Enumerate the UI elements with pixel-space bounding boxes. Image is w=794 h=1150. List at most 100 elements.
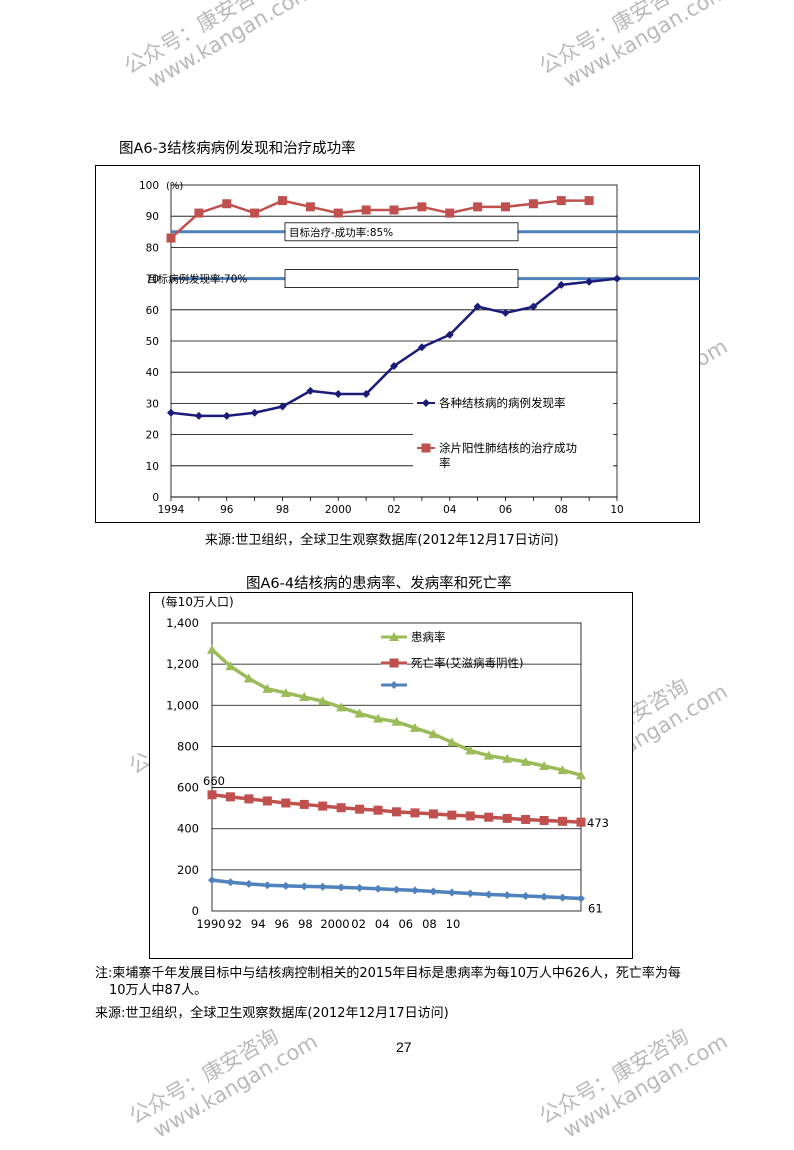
chart1-y-tick-label: 30 bbox=[146, 398, 159, 410]
watermark: 公众号：康安咨询 www.kangan.com bbox=[120, 0, 317, 100]
chart1-data-point bbox=[250, 408, 259, 417]
chart1-data-point bbox=[250, 208, 260, 218]
chart2-data-label: 473 bbox=[587, 816, 609, 830]
chart2-data-point bbox=[355, 883, 364, 892]
chart2-x-tick-label: 92 bbox=[227, 917, 242, 931]
chart1-y-tick-label: 80 bbox=[146, 242, 159, 254]
chart2-data-point bbox=[373, 805, 383, 815]
chart2-data-point bbox=[280, 687, 291, 697]
chart1-y-tick-label: 40 bbox=[146, 367, 159, 379]
chart2-note-line1: 注:柬埔寨千年发展目标中与结核病控制相关的2015年目标是患病率为每10万人中6… bbox=[95, 966, 681, 981]
chart2-data-point bbox=[466, 889, 475, 898]
chart1-legend-marker bbox=[421, 443, 431, 453]
chart2-data-point bbox=[521, 814, 531, 824]
chart2-data-point bbox=[503, 891, 512, 900]
chart1-data-point bbox=[501, 202, 510, 212]
chart1-y-tick-label: 100 bbox=[139, 180, 159, 192]
chart2-y-tick-label: 1,200 bbox=[166, 657, 199, 671]
chart2-data-point bbox=[502, 813, 512, 823]
chart2-data-point bbox=[447, 810, 457, 820]
chart2-source: 来源:世卫组织，全球卫生观察数据库(2012年12月17日访问) bbox=[95, 1006, 449, 1021]
chart2-data-point bbox=[428, 729, 439, 739]
chart2-x-tick-label: 02 bbox=[351, 917, 366, 931]
chart2-data-point bbox=[225, 661, 236, 671]
chart1-y-tick-label: 0 bbox=[152, 492, 159, 504]
chart1-legend-label: 各种结核病的病例发现率 bbox=[439, 396, 566, 410]
chart1-x-tick-label: 1994 bbox=[158, 504, 185, 516]
watermark: 公众号：康安咨询 www.kangan.com bbox=[125, 1008, 322, 1149]
chart2-data-point bbox=[262, 796, 272, 806]
chart1-data-point bbox=[305, 202, 315, 212]
chart1-y-tick-label: 90 bbox=[146, 211, 159, 223]
chart2-data-point bbox=[354, 708, 365, 718]
chart2-data-point bbox=[318, 882, 327, 891]
chart1-data-point bbox=[194, 208, 204, 218]
chart2-data-point bbox=[337, 883, 346, 892]
chart1-data-point bbox=[334, 390, 343, 399]
chart2-data-point bbox=[243, 673, 254, 683]
watermark: 公众号：康安咨询 www.kangan.com bbox=[535, 0, 732, 100]
chart1-target-label: 目标病例发现率:70% bbox=[147, 273, 247, 286]
chart2-x-tick-label: 04 bbox=[375, 917, 390, 931]
chart1-x-tick-label: 98 bbox=[276, 504, 289, 516]
chart1-y-axis-title: (%) bbox=[166, 181, 183, 192]
chart1-legend-marker bbox=[422, 399, 430, 407]
chart2-x-tick-label: 94 bbox=[251, 917, 266, 931]
chart1-data-point bbox=[278, 402, 287, 411]
chart2-data-point bbox=[336, 803, 346, 813]
chart2-x-tick-label: 08 bbox=[422, 917, 437, 931]
chart1-data-point bbox=[222, 411, 231, 420]
chart2-data-point bbox=[484, 812, 494, 822]
chart2-data-point bbox=[318, 801, 328, 811]
chart2-data-point bbox=[299, 799, 309, 809]
chart2-y-tick-label: 0 bbox=[192, 904, 199, 918]
chart1-y-tick-label: 50 bbox=[146, 336, 159, 348]
chart2-x-tick-label: 96 bbox=[274, 917, 289, 931]
chart2-data-point bbox=[299, 692, 310, 702]
chart2-data-point bbox=[244, 879, 253, 888]
chart1-data-point bbox=[613, 274, 621, 283]
chart2-y-tick-label: 400 bbox=[177, 822, 199, 836]
chart1-data-point bbox=[417, 343, 426, 352]
chart2-data-point bbox=[263, 881, 272, 890]
chart2-y-tick-label: 1,400 bbox=[166, 616, 199, 630]
chart2-data-point bbox=[391, 716, 402, 726]
chart2-data-point bbox=[373, 713, 384, 723]
chart1-data-point bbox=[445, 208, 455, 218]
chart2-caption: 图A6-4结核病的患病率、发病率和死亡率 bbox=[246, 576, 512, 592]
chart1-data-point bbox=[557, 280, 566, 289]
chart2-data-point bbox=[447, 888, 456, 897]
chart2-data-point bbox=[244, 794, 254, 804]
chart1-y-tick-label: 10 bbox=[146, 461, 159, 473]
chart2-y-tick-label: 800 bbox=[177, 739, 199, 753]
chart1-data-point bbox=[473, 302, 482, 311]
chart1-data-point bbox=[166, 233, 176, 243]
chart2-x-tick-label: 10 bbox=[446, 917, 461, 931]
chart2-data-point bbox=[409, 722, 420, 732]
chart2-data-point bbox=[557, 765, 568, 775]
chart1-target-label-box bbox=[284, 222, 519, 242]
chart1-x-tick-label: 02 bbox=[387, 504, 400, 516]
chart1-data-point bbox=[501, 308, 510, 317]
chart2-data-point bbox=[392, 807, 401, 817]
chart2-x-tick-label: 06 bbox=[398, 917, 413, 931]
chart1-data-point bbox=[362, 390, 371, 399]
watermark: 公众号：康安咨询 www.kangan.com bbox=[535, 1008, 732, 1149]
chart2-data-point bbox=[576, 770, 586, 780]
chart2-data-label: 61 bbox=[588, 901, 603, 915]
chart2-data-point bbox=[540, 892, 549, 901]
chart1-x-tick-label: 96 bbox=[220, 504, 234, 516]
chart2-data-point bbox=[521, 891, 530, 900]
chart1-x-tick-label: 06 bbox=[499, 504, 513, 516]
chart1-data-point bbox=[556, 196, 566, 206]
chart2-y-tick-label: 600 bbox=[177, 781, 199, 795]
chart1-caption: 图A6-3结核病病例发现和治疗成功率 bbox=[119, 141, 356, 157]
chart2-data-point bbox=[429, 887, 438, 896]
chart1-data-point bbox=[473, 202, 483, 212]
chart1-source: 来源:世卫组织，全球卫生观察数据库(2012年12月17日访问) bbox=[205, 533, 559, 548]
chart2-data-point bbox=[225, 792, 235, 802]
chart1-data-point bbox=[445, 330, 454, 339]
page-number: 27 bbox=[396, 1039, 412, 1055]
chart1-data-point bbox=[194, 411, 203, 420]
chart2-data-point bbox=[502, 753, 513, 763]
